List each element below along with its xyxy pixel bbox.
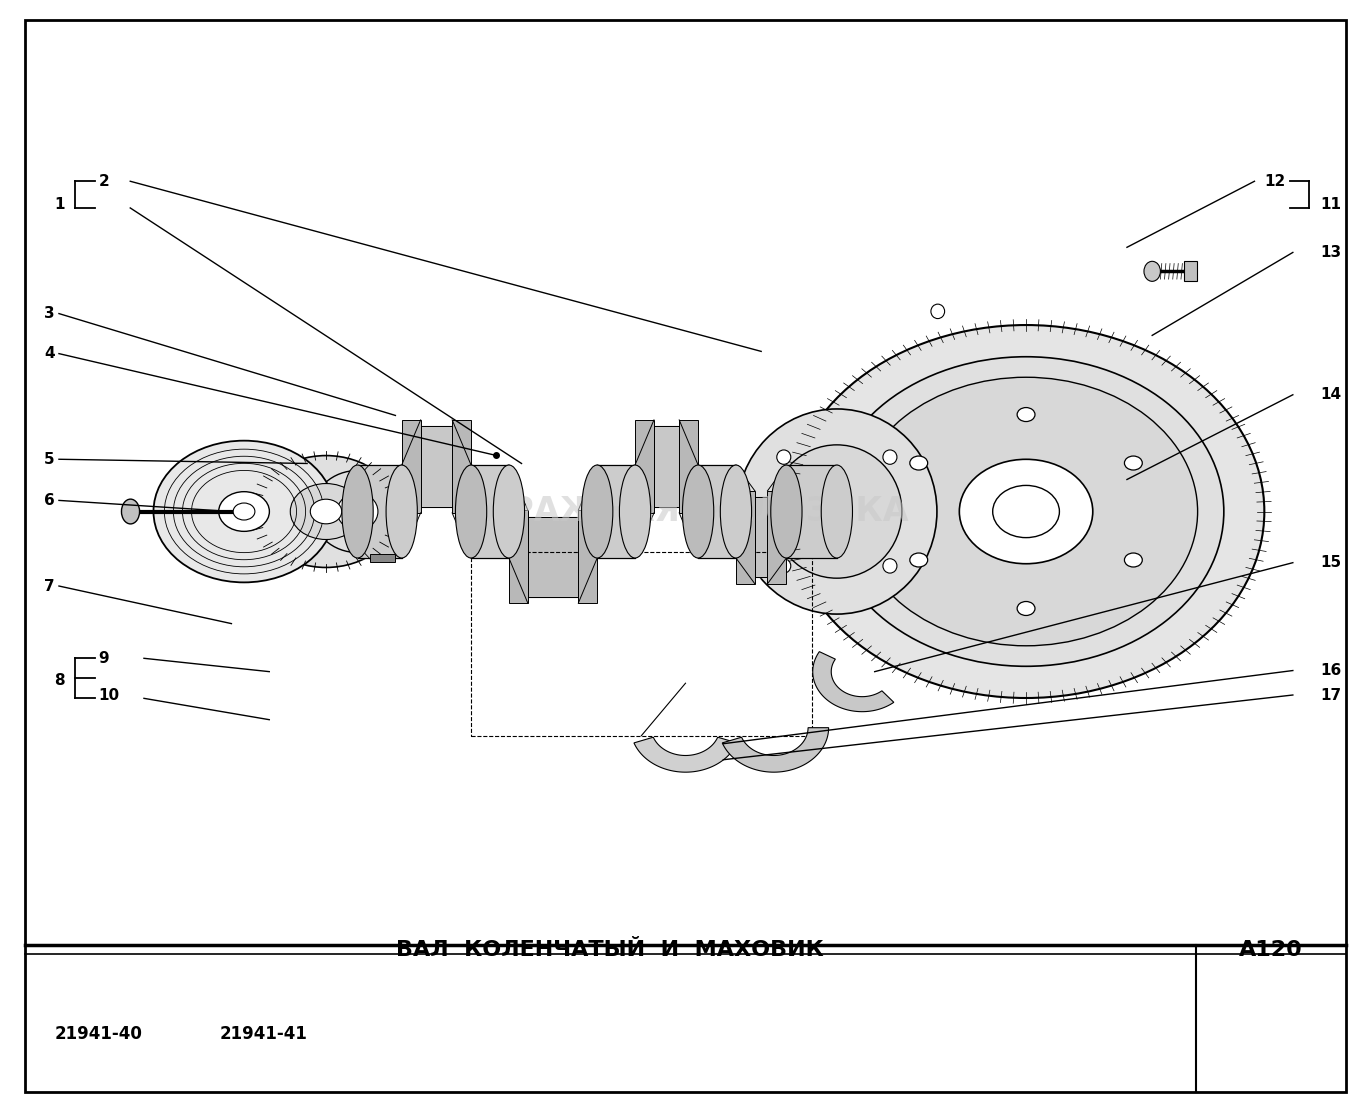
FancyBboxPatch shape xyxy=(509,510,528,603)
FancyBboxPatch shape xyxy=(635,420,654,513)
Ellipse shape xyxy=(1124,456,1142,470)
Ellipse shape xyxy=(313,470,403,553)
FancyBboxPatch shape xyxy=(402,420,421,513)
Ellipse shape xyxy=(931,305,945,319)
FancyBboxPatch shape xyxy=(370,554,395,563)
Ellipse shape xyxy=(291,484,362,539)
Text: 2: 2 xyxy=(99,173,110,189)
FancyBboxPatch shape xyxy=(579,510,598,603)
Text: ВАЛ  КОЛЕНЧАТЫЙ  И  МАХОВИК: ВАЛ КОЛЕНЧАТЫЙ И МАХОВИК xyxy=(396,940,824,960)
Ellipse shape xyxy=(455,465,487,558)
Text: 11: 11 xyxy=(1320,197,1341,212)
FancyBboxPatch shape xyxy=(679,420,698,513)
FancyBboxPatch shape xyxy=(1183,261,1197,281)
Ellipse shape xyxy=(620,465,651,558)
Ellipse shape xyxy=(1017,408,1035,421)
Ellipse shape xyxy=(219,492,269,532)
Text: 5: 5 xyxy=(44,451,55,467)
Ellipse shape xyxy=(821,465,853,558)
Text: 6: 6 xyxy=(44,493,55,508)
Ellipse shape xyxy=(828,357,1224,666)
Ellipse shape xyxy=(233,503,255,520)
Ellipse shape xyxy=(777,450,791,465)
Ellipse shape xyxy=(854,377,1198,646)
Text: 21941-40: 21941-40 xyxy=(55,1025,143,1043)
Ellipse shape xyxy=(387,465,417,558)
Text: 14: 14 xyxy=(1320,387,1341,403)
Text: 17: 17 xyxy=(1320,687,1341,703)
Ellipse shape xyxy=(1017,602,1035,615)
Text: 15: 15 xyxy=(1320,555,1341,570)
Ellipse shape xyxy=(772,445,902,578)
Ellipse shape xyxy=(883,558,897,573)
Polygon shape xyxy=(813,652,894,712)
FancyBboxPatch shape xyxy=(768,490,787,584)
Ellipse shape xyxy=(883,450,897,465)
Ellipse shape xyxy=(337,493,378,530)
FancyBboxPatch shape xyxy=(452,420,472,513)
Ellipse shape xyxy=(1124,553,1142,567)
Ellipse shape xyxy=(683,465,714,558)
Ellipse shape xyxy=(736,409,936,614)
Text: 16: 16 xyxy=(1320,663,1341,678)
Ellipse shape xyxy=(720,465,751,558)
Ellipse shape xyxy=(771,465,802,558)
Text: ГАРАЖНАЯ ЖЕЛЕЗЯКА: ГАРАЖНАЯ ЖЕЛЕЗЯКА xyxy=(462,495,909,528)
Ellipse shape xyxy=(154,440,335,583)
Ellipse shape xyxy=(777,558,791,573)
Text: 10: 10 xyxy=(99,687,119,703)
Ellipse shape xyxy=(993,486,1060,537)
Ellipse shape xyxy=(910,553,928,567)
Ellipse shape xyxy=(581,465,613,558)
Ellipse shape xyxy=(310,499,341,524)
Text: 21941-41: 21941-41 xyxy=(219,1025,307,1043)
Text: 13: 13 xyxy=(1320,245,1341,260)
Ellipse shape xyxy=(494,465,525,558)
Text: А120: А120 xyxy=(1239,940,1302,960)
Text: 7: 7 xyxy=(44,578,55,594)
Polygon shape xyxy=(723,727,828,772)
Ellipse shape xyxy=(122,499,140,524)
Text: 4: 4 xyxy=(44,346,55,361)
Ellipse shape xyxy=(788,325,1264,698)
Ellipse shape xyxy=(910,456,928,470)
Ellipse shape xyxy=(255,456,398,567)
Text: 1: 1 xyxy=(53,197,64,212)
Ellipse shape xyxy=(1143,261,1160,281)
FancyBboxPatch shape xyxy=(736,490,755,584)
Ellipse shape xyxy=(341,465,373,558)
Text: 9: 9 xyxy=(99,651,110,666)
Text: 3: 3 xyxy=(44,306,55,321)
Text: 8: 8 xyxy=(53,673,64,688)
Text: 12: 12 xyxy=(1265,173,1286,189)
Ellipse shape xyxy=(960,459,1093,564)
Polygon shape xyxy=(633,737,738,772)
